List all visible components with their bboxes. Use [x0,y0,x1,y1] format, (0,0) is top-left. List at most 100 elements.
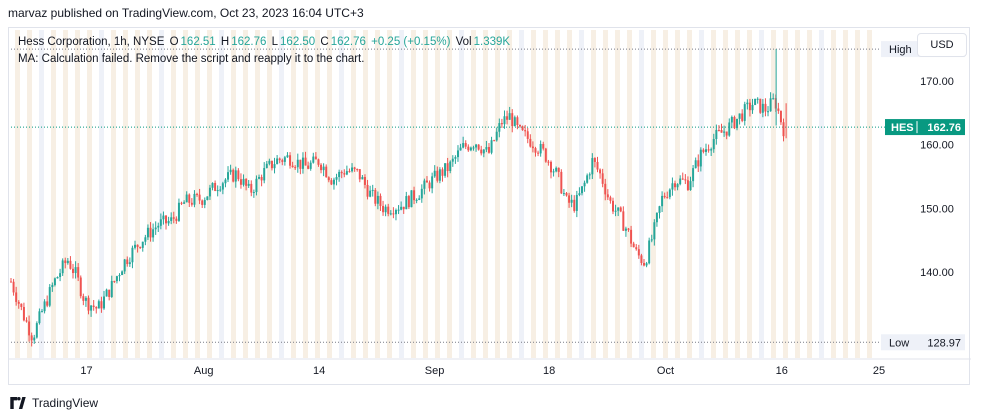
candle-body [366,184,369,197]
candle-body [100,301,103,309]
candle-body [436,170,439,181]
y-tick-label: 140.00 [920,267,954,279]
session-band [711,30,716,358]
session-band [783,30,788,358]
candle-body [640,255,643,263]
candle-body [591,158,594,175]
session-band [315,30,320,358]
session-band [423,30,428,358]
session-band [759,30,764,358]
candle-body [648,240,651,264]
candle-body [508,113,511,120]
candle-body [441,169,444,176]
candle-body [387,206,390,214]
ma-indicator-message[interactable]: MA: Calculation failed. Remove the scrip… [18,53,365,65]
candle-body [650,239,653,241]
candle-body [379,195,382,206]
candle-body [343,173,346,175]
candle-body [175,218,178,221]
candle-body [500,123,503,125]
candle-body [681,178,684,180]
session-band [255,30,260,358]
session-band [99,30,104,358]
session-band [183,30,188,358]
candle-body [361,177,364,180]
candle-body [511,113,514,127]
candle-body [242,178,245,185]
candle-body [593,158,596,162]
change-value: +0.25 (+0.15%) [371,36,451,48]
candle-body [699,149,702,167]
candle-body [686,180,689,191]
candle-body [10,281,12,283]
currency-button[interactable]: USD [917,33,967,57]
candle-body [759,98,762,113]
candle-body [588,174,591,176]
candle-body [438,169,441,181]
close-value: 162.76 [330,36,366,48]
candle-body [495,131,498,141]
candle-body [397,209,400,211]
candle-body [12,281,15,293]
candle-body [193,193,196,205]
candle-body [198,194,201,201]
session-band [303,30,308,358]
session-band [435,30,440,358]
candle-body [307,165,310,169]
candle-body [154,227,157,230]
candle-body [247,183,250,186]
time-axis: 17 Aug 14 Sep 18 Oct 16 25 [9,358,971,377]
candle-body [772,98,775,100]
candle-body [622,211,625,231]
candle-body [152,229,155,238]
price-chart[interactable]: 140.00150.00160.00170.00High175.00Low128… [9,28,971,386]
tradingview-logo-icon [10,397,26,409]
candle-body [573,199,576,211]
candle-body [632,243,635,248]
session-band [447,30,452,358]
session-band [519,30,524,358]
candle-body [190,202,193,205]
candle-body [30,335,33,341]
high-label: H [220,36,230,48]
candle-body [516,117,519,126]
candle-body [459,147,462,151]
session-band [231,30,236,358]
candle-body [270,160,273,169]
candle-body [250,183,253,193]
candle-body [77,267,80,278]
candle-body [167,220,170,224]
candle-body [53,278,56,286]
candle-body [296,159,299,168]
session-band [219,30,224,358]
candle-body [635,247,638,250]
candle-body [637,249,640,256]
candle-body [196,193,199,195]
candle-body [185,194,188,203]
candle-body [105,289,108,297]
candle-body [420,188,423,199]
session-band [819,30,824,358]
candle-body [741,113,744,121]
session-band [171,30,176,358]
session-band [75,30,80,358]
session-band [639,30,644,358]
candle-body [141,241,144,248]
candle-body [363,177,366,185]
x-tick-label: 14 [313,365,325,377]
footer-brand[interactable]: TradingView [10,396,98,410]
candle-body [157,225,160,228]
candle-body [332,179,335,185]
candle-body [121,271,124,276]
candle-body [325,166,328,178]
marker-value-low: 128.97 [927,337,961,349]
close-label: C [320,36,329,48]
candle-body [51,285,54,288]
candle-body [720,130,723,133]
candle-body [580,186,583,194]
candle-body [317,159,320,165]
session-band [747,30,752,358]
candle-body [526,131,529,139]
x-tick-label: 16 [776,365,788,377]
candle-body [309,162,312,169]
